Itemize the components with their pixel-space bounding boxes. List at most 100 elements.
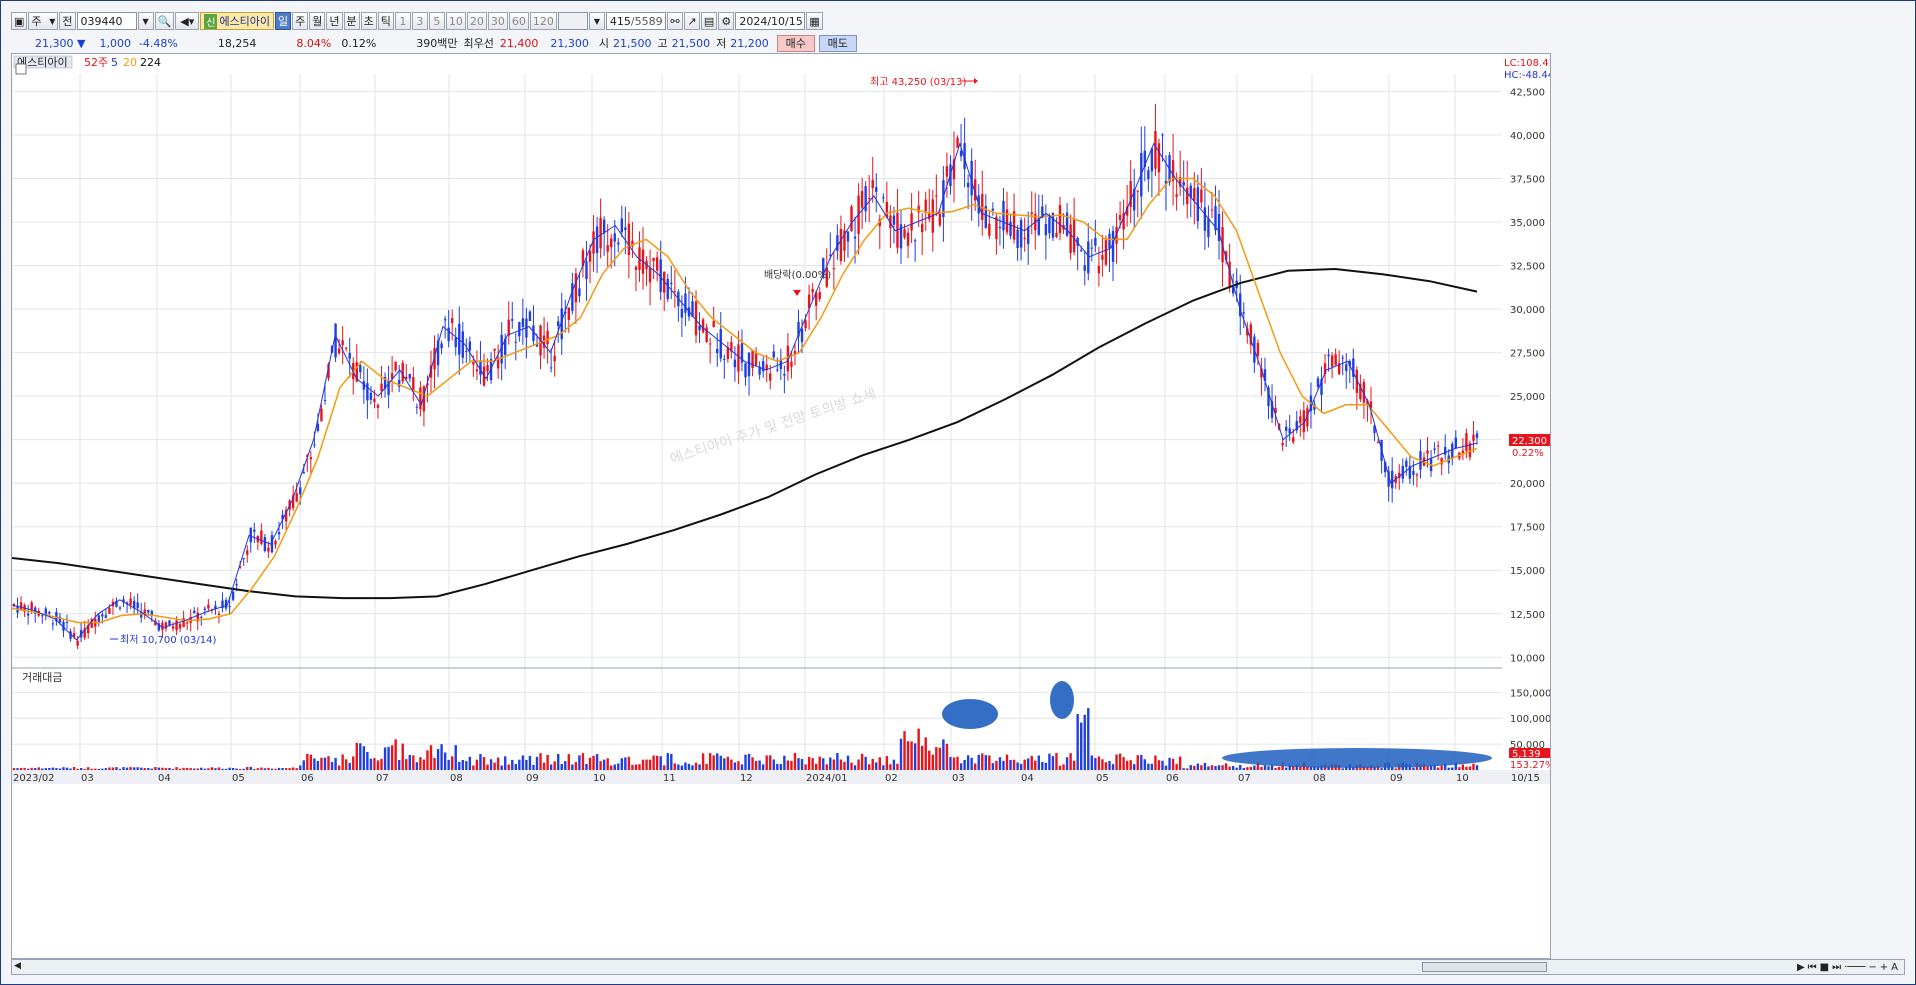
stop-icon[interactable]: ■ [1819, 961, 1830, 973]
candle-body [129, 598, 132, 605]
volume-bar [532, 764, 535, 770]
zoom-slider[interactable]: ·─── [1844, 961, 1866, 973]
period-minute[interactable]: 분 [343, 12, 360, 30]
interval-20[interactable]: 20 [466, 12, 487, 30]
trend-icon[interactable]: ↗ [683, 12, 700, 30]
volume-bar [1292, 765, 1295, 770]
volume-bar [1129, 760, 1132, 770]
volume-bar [963, 759, 966, 770]
volume-bar [970, 757, 973, 770]
zoom-in-icon[interactable]: + [1879, 961, 1889, 973]
period-month[interactable]: 월 [309, 12, 326, 30]
date-tick-label: 06 [301, 773, 314, 784]
volume-bar [355, 742, 358, 770]
link-icon[interactable]: ⚯ [666, 12, 683, 30]
volume-bar [256, 768, 260, 770]
interval-30[interactable]: 30 [487, 12, 508, 30]
volume-bar [443, 752, 447, 770]
interval-120[interactable]: 120 [529, 12, 557, 30]
forward-icon[interactable]: ⏭ [1832, 961, 1842, 973]
candle-body [843, 230, 846, 251]
candle-body [1104, 240, 1108, 265]
volume-bar [207, 768, 210, 770]
candle-body [1083, 265, 1086, 271]
volume-bar [200, 767, 203, 770]
interval-60[interactable]: 60 [508, 12, 529, 30]
candle-body [521, 318, 525, 327]
prev-button[interactable]: 전 [59, 12, 76, 30]
period-tick[interactable]: 틱 [377, 12, 394, 30]
candle-body [19, 602, 23, 611]
sell-button[interactable]: 매도 [818, 34, 857, 52]
volume-bar [1394, 768, 1397, 770]
scroll-left-icon[interactable]: ◀ [14, 961, 21, 971]
volume-bar [564, 761, 567, 770]
candle-body [1433, 448, 1436, 450]
period-year[interactable]: 년 [326, 12, 343, 30]
interval-dropdown-icon[interactable]: ▼ [588, 12, 605, 30]
volume-bar [436, 748, 440, 770]
volume-bar [627, 756, 631, 770]
volume-bar [475, 759, 479, 770]
candle-body [447, 327, 450, 342]
volume-bar [648, 759, 652, 770]
candle-body [1468, 443, 1472, 458]
volume-bar [1263, 765, 1267, 770]
scroll-thumb[interactable] [1422, 962, 1547, 972]
volume-bar [1023, 759, 1026, 770]
interval-input[interactable] [557, 12, 588, 30]
candle-body [889, 215, 892, 229]
candle-body [51, 623, 55, 625]
candle-body [716, 348, 719, 354]
date-input[interactable]: 2024/10/15 [735, 12, 806, 30]
volume-bar [1037, 755, 1041, 770]
volume-bar [193, 768, 196, 770]
gear-icon[interactable]: ⚙ [718, 12, 735, 30]
calendar-icon[interactable]: ▦ [806, 12, 823, 30]
candle-body [567, 307, 571, 320]
auto-icon[interactable]: A [1891, 961, 1898, 973]
volume-bar [468, 756, 472, 770]
interval-10[interactable]: 10 [445, 12, 466, 30]
zoom-out-icon[interactable]: − [1868, 961, 1877, 973]
volume-bar [87, 767, 90, 770]
candle-body [1009, 221, 1012, 237]
candle-body [253, 529, 256, 532]
volume-bar [1150, 763, 1154, 770]
volume-bar [408, 754, 411, 770]
sound-icon[interactable]: ◀▾ [175, 12, 200, 30]
stock-name-tag[interactable]: 신 에스티아이 [200, 12, 275, 30]
volume-bar [1101, 759, 1104, 770]
interval-1[interactable]: 1 [394, 12, 411, 30]
buy-button[interactable]: 매수 [776, 34, 815, 52]
code-input[interactable]: 039440 [76, 12, 137, 30]
volume-bar [553, 761, 556, 770]
save-icon[interactable]: ▤ [700, 12, 718, 30]
interval-5[interactable]: 5 [428, 12, 445, 30]
scroll-right-icon[interactable]: ▶ [1796, 961, 1805, 973]
layout-icon[interactable]: ▣ [11, 12, 28, 30]
price-tick-label: 35,000 [1510, 218, 1545, 229]
volume-bar [899, 738, 903, 770]
candle-body [1475, 433, 1479, 438]
volume-bar [839, 759, 843, 770]
volume-bar [602, 759, 606, 770]
search-icon[interactable]: 🔍 [154, 12, 175, 30]
volume-bar [599, 761, 602, 770]
period-week[interactable]: 주 [292, 12, 309, 30]
interval-3[interactable]: 3 [411, 12, 428, 30]
type-select[interactable]: 주 ▼ [28, 12, 59, 30]
candle-body [1415, 474, 1419, 476]
ma-lines [11, 141, 1478, 641]
candle-body [1337, 363, 1341, 374]
period-day[interactable]: 일 [275, 12, 292, 30]
candle-body [1295, 420, 1298, 431]
chart-panel[interactable]: 에스티아이 52주 5 20 224 LC:108.41 HC:-48.44 최… [11, 53, 1555, 959]
bottom-scrollbar[interactable]: ◀ ▶ ⏮ ■ ⏭ ·─── − + A [11, 959, 1905, 975]
candle-body [719, 329, 722, 359]
code-dropdown-icon[interactable]: ▼ [137, 12, 154, 30]
price-chart[interactable]: 에스티아이 52주 5 20 224 LC:108.41 HC:-48.44 최… [11, 54, 1555, 958]
rewind-icon[interactable]: ⏮ [1807, 961, 1817, 973]
period-second[interactable]: 초 [360, 12, 377, 30]
count-input[interactable]: 415/5589 [605, 12, 666, 30]
